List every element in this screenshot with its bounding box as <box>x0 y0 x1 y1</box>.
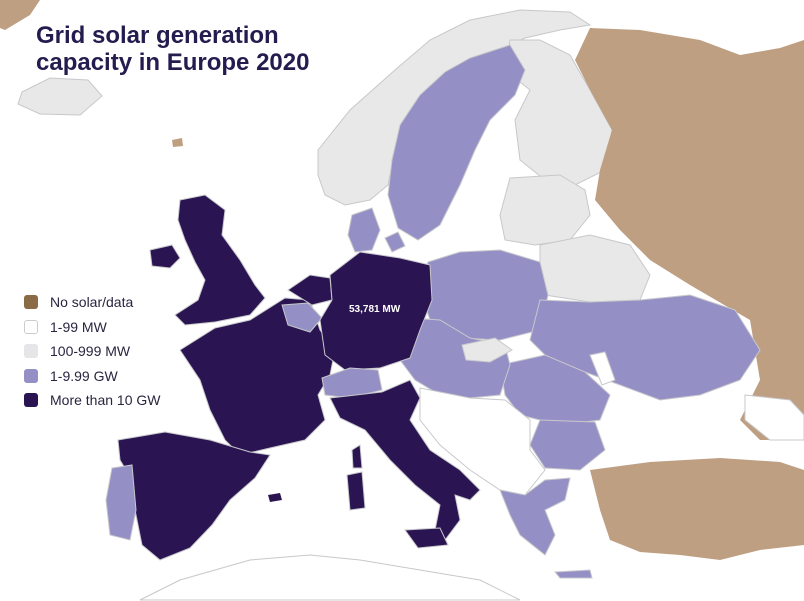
belgium-region <box>281 302 323 333</box>
uk-region <box>174 194 266 326</box>
legend-item-1-9-99-gw: 1-9.99 GW <box>24 364 161 389</box>
slovakia-region <box>461 337 513 363</box>
sweden-region <box>387 44 526 241</box>
corsica-region <box>351 444 363 469</box>
legend-label: No solar/data <box>50 294 134 311</box>
france-region <box>179 297 336 456</box>
legend-label: 100-999 MW <box>50 343 131 360</box>
legend-swatch-100-999-mw <box>24 344 38 359</box>
portugal-region <box>105 464 137 541</box>
title-line-1: Grid solar generation <box>36 22 279 49</box>
germany-region <box>319 251 433 371</box>
russia-region <box>575 28 804 440</box>
denmark-islands <box>384 231 406 253</box>
legend-item-100-999-mw: 100-999 MW <box>24 339 161 364</box>
central-europe-region <box>399 317 511 399</box>
kola-region <box>620 45 720 75</box>
moldova-region <box>589 351 616 386</box>
turkey-region <box>590 458 804 560</box>
legend: No solar/data 1-99 MW 100-999 MW 1-9.99 … <box>24 290 161 413</box>
switzerland-region <box>321 367 383 399</box>
greenland-region <box>0 0 40 30</box>
sicily-region <box>404 527 449 549</box>
legend-item-10-gw-plus: More than 10 GW <box>24 388 161 413</box>
caucasus-region <box>744 394 804 441</box>
title-line-2: capacity in Europe 2020 <box>36 49 310 76</box>
legend-swatch-no-data <box>24 295 38 310</box>
denmark-region <box>347 207 381 253</box>
faroe-region <box>172 138 183 147</box>
balearics-region <box>268 493 282 502</box>
legend-item-no-data: No solar/data <box>24 290 161 315</box>
germany-callout: 53,781 MW <box>349 304 401 315</box>
legend-item-1-99-mw: 1-99 MW <box>24 315 161 340</box>
sardinia-region <box>346 471 366 511</box>
ireland-region <box>149 244 181 269</box>
italy-region <box>329 379 481 541</box>
legend-swatch-1-99-mw <box>24 319 38 334</box>
north-africa-region <box>139 554 521 601</box>
balkans-region <box>419 387 546 496</box>
legend-label: 1-99 MW <box>50 318 107 335</box>
romania-region <box>499 354 611 426</box>
greece-region <box>499 477 571 556</box>
legend-label: More than 10 GW <box>50 392 161 409</box>
map-title: Grid solar generation capacity in Europe… <box>36 22 309 76</box>
legend-swatch-1-9-99-gw <box>24 368 38 383</box>
iceland-region <box>17 77 103 116</box>
legend-label: 1-9.99 GW <box>50 367 118 384</box>
crete-region <box>553 569 593 579</box>
legend-swatch-10-gw-plus <box>24 393 38 408</box>
